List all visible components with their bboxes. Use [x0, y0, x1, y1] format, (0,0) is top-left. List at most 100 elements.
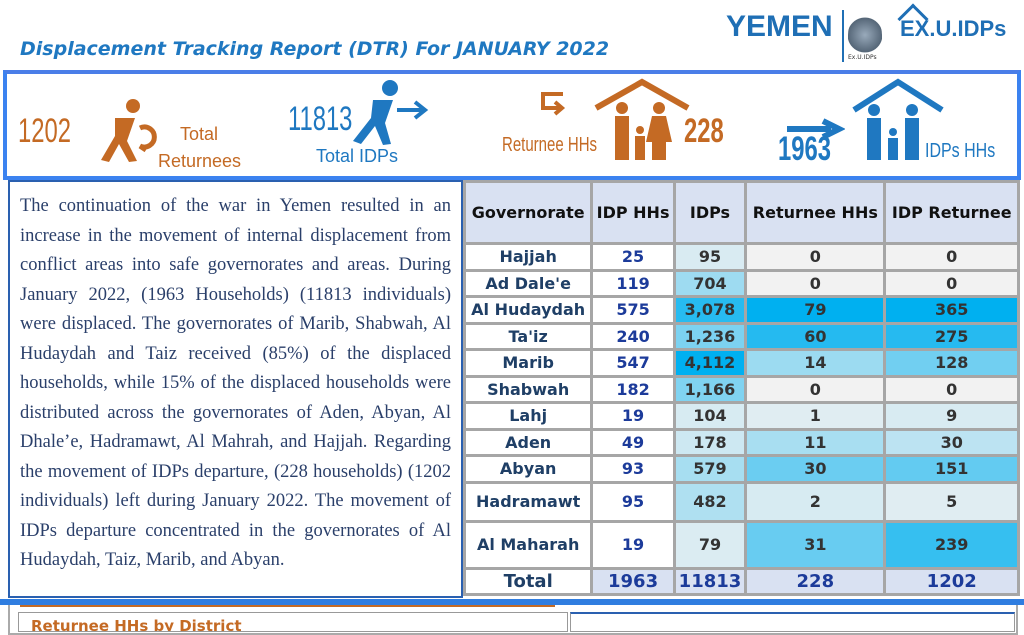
exuidps-logo: EX.U.IDPs — [897, 3, 1006, 42]
returnees-label-2: Returnees — [158, 151, 242, 171]
table-header-row: Governorate IDP HHs IDPs Returnee HHs ID… — [462, 180, 1020, 245]
idps-cell: 11813 — [672, 566, 748, 596]
return-arrow-icon — [541, 92, 566, 116]
returnee-hhs-cell: 31 — [744, 519, 887, 570]
idps-cell: 579 — [672, 454, 748, 484]
returnee-hhs-cell: 1 — [744, 401, 887, 431]
seal-text: Ex.U.IDPs — [848, 54, 877, 61]
returnee-hhs-cell: 228 — [744, 566, 887, 596]
idp-hhs-cell: 49 — [590, 427, 676, 457]
governorate-cell: Ta'iz — [462, 321, 594, 351]
returnee-hhs-cell: 2 — [744, 480, 887, 523]
returnee-hhs-cell: 60 — [744, 321, 887, 351]
idps-cell: 4,112 — [672, 348, 748, 378]
idp-hhs-cell: 575 — [590, 295, 676, 325]
idps-cell: 178 — [672, 427, 748, 457]
idp-family-house-icon — [852, 78, 944, 160]
idp-returnee-cell: 128 — [883, 348, 1020, 378]
stat-returnee-hhs: 228 — [684, 112, 724, 150]
divider — [842, 10, 844, 62]
returnee-hhs-cell: 0 — [744, 242, 887, 272]
col-idp-hhs: IDP HHs — [590, 180, 676, 245]
returnee-hhs-label: Returnee HHs — [502, 134, 598, 156]
idp-returnee-cell: 275 — [883, 321, 1020, 351]
idp-hhs-cell: 95 — [590, 480, 676, 523]
governorate-cell: Hadramawt — [462, 480, 594, 523]
governorate-cell: Al Hudaydah — [462, 295, 594, 325]
returnee-district-section: Returnee HHs by District — [18, 612, 568, 632]
stat-idp-hhs: 1963 — [778, 130, 831, 168]
table-row: Marib 547 4,112 14 128 — [462, 348, 1020, 378]
idps-cell: 104 — [672, 401, 748, 431]
idp-hhs-label: IDPs HHs — [925, 140, 996, 162]
governorate-cell: Abyan — [462, 454, 594, 484]
returnee-hhs-cell: 79 — [744, 295, 887, 325]
idp-returnee-cell: 0 — [883, 268, 1020, 298]
country-label: YEMEN — [726, 10, 833, 43]
idps-cell: 1,166 — [672, 374, 748, 404]
orange-rule — [20, 605, 555, 607]
stat-returnees: 1202 — [18, 112, 71, 150]
idp-hhs-cell: 93 — [590, 454, 676, 484]
table-row: Ad Dale'e 119 704 0 0 — [462, 268, 1020, 298]
report-title: Displacement Tracking Report (DTR) For J… — [20, 38, 610, 60]
idp-hhs-cell: 240 — [590, 321, 676, 351]
idps-label: Total IDPs — [316, 146, 399, 166]
idp-returnee-cell: 30 — [883, 427, 1020, 457]
returnees-label-1: Total — [180, 124, 219, 144]
idps-cell: 1,236 — [672, 321, 748, 351]
governorate-cell: Al Maharah — [462, 519, 594, 570]
table-row: Ta'iz 240 1,236 60 275 — [462, 321, 1020, 351]
section-divider-bar — [0, 599, 1024, 605]
returnee-hhs-cell: 30 — [744, 454, 887, 484]
idp-walking-icon — [353, 80, 429, 145]
governorate-cell: Marib — [462, 348, 594, 378]
governorate-cell: Ad Dale'e — [462, 268, 594, 298]
table-row: Lahj 19 104 1 9 — [462, 401, 1020, 431]
idps-cell: 79 — [672, 519, 748, 570]
stats-panel — [3, 70, 1021, 180]
idp-returnee-cell: 365 — [883, 295, 1020, 325]
idp-hhs-cell: 19 — [590, 401, 676, 431]
idps-cell: 95 — [672, 242, 748, 272]
idp-returnee-cell: 0 — [883, 242, 1020, 272]
returnee-hhs-cell: 0 — [744, 374, 887, 404]
col-idps: IDPs — [672, 180, 748, 245]
col-governorate: Governorate — [462, 180, 594, 245]
summary-text: The continuation of the war in Yemen res… — [8, 180, 463, 598]
idps-cell: 704 — [672, 268, 748, 298]
governorate-cell: Lahj — [462, 401, 594, 431]
idp-hhs-cell: 182 — [590, 374, 676, 404]
idps-cell: 3,078 — [672, 295, 748, 325]
idp-returnee-cell: 1202 — [883, 566, 1020, 596]
governorate-cell: Total — [462, 566, 594, 596]
returnee-person-icon — [101, 99, 157, 162]
idp-returnee-cell: 239 — [883, 519, 1020, 570]
idp-returnee-cell: 9 — [883, 401, 1020, 431]
table-row: Al Maharah 19 79 31 239 — [462, 519, 1020, 570]
table-row: Abyan 93 579 30 151 — [462, 454, 1020, 484]
returnee-hhs-cell: 11 — [744, 427, 887, 457]
right-bottom-section — [570, 612, 1015, 632]
idps-cell: 482 — [672, 480, 748, 523]
idp-hhs-cell: 547 — [590, 348, 676, 378]
returnee-hhs-cell: 14 — [744, 348, 887, 378]
col-idp-returnee: IDP Returnee — [883, 180, 1020, 245]
total-row: Total 1963 11813 228 1202 — [462, 566, 1020, 596]
seal-logo-icon — [848, 12, 882, 58]
table-row: Al Hudaydah 575 3,078 79 365 — [462, 295, 1020, 325]
returnee-hhs-cell: 0 — [744, 268, 887, 298]
idp-hhs-cell: 119 — [590, 268, 676, 298]
idp-hhs-cell: 25 — [590, 242, 676, 272]
stat-idps: 11813 — [288, 100, 353, 138]
governorate-cell: Hajjah — [462, 242, 594, 272]
table-row: Hajjah 25 95 0 0 — [462, 242, 1020, 272]
governorate-cell: Shabwah — [462, 374, 594, 404]
col-returnee-hhs: Returnee HHs — [744, 180, 887, 245]
idp-returnee-cell: 151 — [883, 454, 1020, 484]
idp-returnee-cell: 0 — [883, 374, 1020, 404]
idp-returnee-cell: 5 — [883, 480, 1020, 523]
arrow-right-icon — [787, 118, 845, 140]
table-row: Aden 49 178 11 30 — [462, 427, 1020, 457]
table-row: Shabwah 182 1,166 0 0 — [462, 374, 1020, 404]
